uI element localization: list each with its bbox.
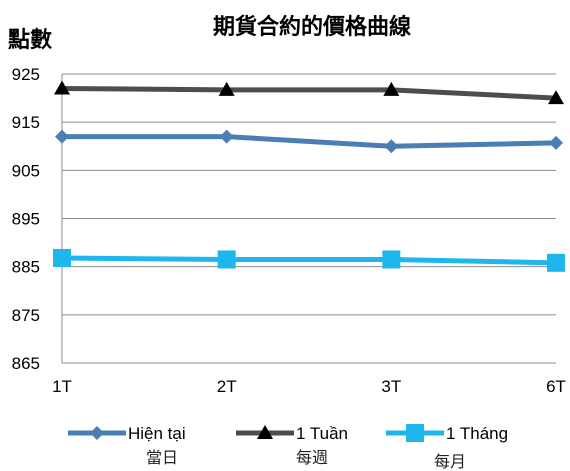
series-layer	[53, 80, 565, 272]
legend-label: 1 Tuần	[296, 424, 348, 443]
data-point	[219, 129, 234, 144]
data-point	[382, 250, 401, 269]
data-point	[53, 248, 71, 267]
data-point	[218, 81, 235, 96]
data-point	[548, 90, 564, 105]
y-tick-label: 925	[12, 65, 40, 84]
series-2	[54, 80, 564, 105]
chart-title: 期貨合約的價格曲線	[213, 14, 411, 40]
series-3	[53, 248, 565, 272]
data-point	[383, 81, 400, 96]
data-point	[547, 253, 565, 272]
y-tick-label: 865	[12, 354, 40, 373]
data-point	[54, 80, 70, 95]
legend-marker	[257, 425, 273, 439]
y-axis-label: 點數	[8, 28, 52, 53]
series-line	[62, 134, 557, 149]
legend-item-3: 1 Tháng	[386, 424, 508, 443]
y-tick-label: 895	[12, 210, 40, 229]
y-tick-label: 885	[12, 258, 40, 277]
data-point	[217, 250, 236, 269]
x-tick-label: 2T	[217, 377, 237, 396]
legend-item-2: 1 Tuần	[236, 424, 348, 443]
x-tick-label: 6T	[546, 377, 566, 396]
annotation: 當日	[146, 448, 178, 467]
data-point	[384, 139, 399, 154]
y-tick-labels: 925 915 905 895 885 875 865	[12, 65, 40, 373]
legend-label: 1 Tháng	[446, 424, 508, 443]
annotation: 每月	[434, 452, 466, 471]
legend-label: Hiện tại	[128, 424, 186, 443]
x-tick-label: 3T	[381, 377, 401, 396]
legend-marker	[90, 426, 104, 440]
series-line	[61, 255, 557, 266]
annotation: 每週	[296, 448, 328, 467]
series-line	[61, 85, 557, 101]
x-tick-label: 1T	[52, 377, 72, 396]
x-tick-labels: 1T 2T 3T 6T	[52, 377, 566, 396]
legend-marker	[406, 424, 424, 442]
y-tick-label: 875	[12, 306, 40, 325]
y-tick-label: 905	[12, 161, 40, 180]
gridlines	[61, 73, 556, 364]
legend: Hiện tại 1 Tuần 1 Tháng	[68, 424, 508, 443]
series-1	[55, 129, 563, 154]
annotations: 當日 每週 每月	[146, 448, 466, 471]
y-tick-label: 915	[12, 113, 40, 132]
legend-item-1: Hiện tại	[68, 424, 186, 443]
data-point	[549, 135, 563, 150]
data-point	[55, 129, 69, 144]
